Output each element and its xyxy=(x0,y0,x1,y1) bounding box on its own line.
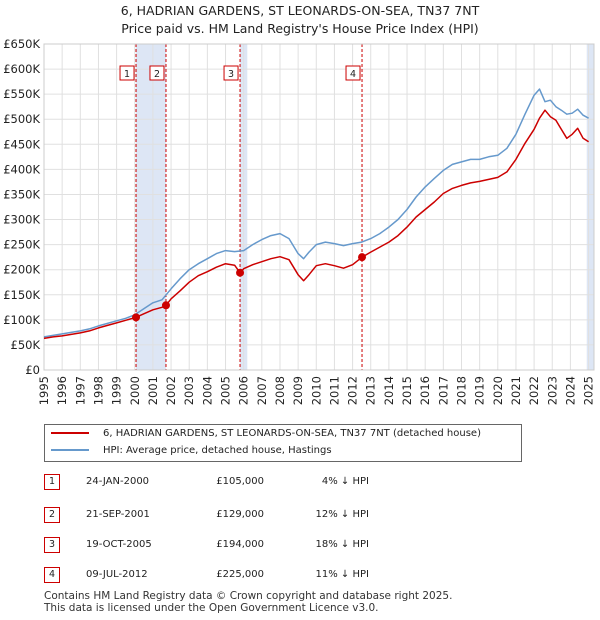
x-tick-label: 2004 xyxy=(200,376,214,405)
table-row-date: 21-SEP-2001 xyxy=(86,509,150,520)
transaction-label-box xyxy=(345,65,361,81)
x-tick-label: 1998 xyxy=(91,376,105,405)
legend-item-hpi: HPI: Average price, detached house, Hast… xyxy=(51,443,332,459)
x-tick-label: 2019 xyxy=(473,376,487,405)
chart-canvas: £0 £50K £100K £150K £200K £250K £300K £350K £400… xyxy=(3,37,596,405)
x-tick-label: 2008 xyxy=(273,376,287,405)
footer-line2: This data is licensed under the Open Gov… xyxy=(44,602,379,614)
series-line-property xyxy=(43,109,590,340)
x-tick-label: 2016 xyxy=(418,376,432,405)
table-row-hpi: 18% ↓ HPI xyxy=(315,539,369,550)
legend-swatch-hpi xyxy=(51,449,89,451)
table-row-date: 24-JAN-2000 xyxy=(86,476,150,487)
y-tick-label: £300K xyxy=(3,213,40,227)
x-tick-label: 1996 xyxy=(55,376,69,405)
y-tick-label: £200K xyxy=(3,263,40,277)
transaction-point xyxy=(132,313,141,322)
series-line-hpi xyxy=(43,88,589,338)
table-row-number: 3 xyxy=(44,537,60,553)
y-tick-label: £350K xyxy=(3,187,40,201)
y-tick-label: £400K xyxy=(3,162,40,176)
y-tick-label: £50K xyxy=(11,338,41,352)
shaded-band xyxy=(136,44,166,370)
transaction-point xyxy=(161,301,170,310)
x-tick-label: 2002 xyxy=(164,376,178,405)
table-row-price: £225,000 xyxy=(216,569,264,580)
x-tick-label: 2021 xyxy=(509,376,523,405)
x-tick-label: 2020 xyxy=(491,376,505,405)
chart-title: 6, HADRIAN GARDENS, ST LEONARDS-ON-SEA, … xyxy=(0,2,600,38)
y-tick-label: £450K xyxy=(3,137,40,151)
table-row-hpi: 4% ↓ HPI xyxy=(321,476,369,487)
table-row-number: 2 xyxy=(44,507,60,523)
x-tick-label: 2024 xyxy=(563,376,577,405)
x-tick-label: 2009 xyxy=(291,376,305,405)
x-tick-label: 2017 xyxy=(436,376,450,405)
table-row-price: £194,000 xyxy=(216,539,264,550)
x-tick-label: 2018 xyxy=(454,376,468,405)
table-row-date: 19-OCT-2005 xyxy=(86,539,152,550)
x-tick-label: 2013 xyxy=(364,376,378,405)
y-tick-label: £100K xyxy=(3,313,40,327)
y-tick-label: £600K xyxy=(3,62,40,76)
y-tick-label: £550K xyxy=(3,87,40,101)
transaction-label-box xyxy=(149,65,165,81)
legend-item-property: 6, HADRIAN GARDENS, ST LEONARDS-ON-SEA, … xyxy=(51,426,481,442)
x-tick-label: 2014 xyxy=(382,376,396,405)
table-row-number: 1 xyxy=(44,474,60,490)
legend-label-hpi: HPI: Average price, detached house, Hast… xyxy=(103,445,332,456)
x-tick-label: 2012 xyxy=(346,376,360,405)
table-row-number: 4 xyxy=(44,567,60,583)
x-tick-label: 1997 xyxy=(73,376,87,405)
x-tick-label: 2015 xyxy=(400,376,414,405)
x-tick-label: 2001 xyxy=(146,376,160,405)
plot-area xyxy=(44,44,594,370)
x-tick-label: 2010 xyxy=(309,376,323,405)
shaded-band xyxy=(586,44,594,370)
plot-frame xyxy=(43,43,595,371)
table-row-price: £129,000 xyxy=(216,509,264,520)
transaction-label-box xyxy=(223,65,239,81)
footer-line1: Contains HM Land Registry data © Crown c… xyxy=(44,590,453,602)
chart-title-line2: Price paid vs. HM Land Registry's House … xyxy=(121,21,479,36)
x-tick-label: 2003 xyxy=(182,376,196,405)
table-row-price: £105,000 xyxy=(216,476,264,487)
table-row-hpi: 11% ↓ HPI xyxy=(315,569,369,580)
x-tick-label: 1999 xyxy=(110,376,124,405)
transaction-point xyxy=(358,253,367,262)
legend-label-property: 6, HADRIAN GARDENS, ST LEONARDS-ON-SEA, … xyxy=(103,428,481,439)
y-tick-label: £500K xyxy=(3,112,40,126)
x-tick-label: 2023 xyxy=(545,376,559,405)
y-tick-label: £650K xyxy=(3,37,40,51)
x-tick-label: 2005 xyxy=(219,376,233,405)
transaction-label-box xyxy=(119,65,135,81)
transaction-label: 1 xyxy=(124,69,130,80)
x-tick-label: 2011 xyxy=(327,376,341,405)
x-tick-label: 2007 xyxy=(255,376,269,405)
transaction-label: 4 xyxy=(350,69,356,80)
table-row-date: 09-JUL-2012 xyxy=(86,569,148,580)
y-tick-label: £0 xyxy=(25,363,40,377)
y-tick-label: £250K xyxy=(3,238,40,252)
table-row-hpi: 12% ↓ HPI xyxy=(315,509,369,520)
x-tick-label: 2000 xyxy=(128,376,142,405)
x-tick-label: 2025 xyxy=(582,376,596,405)
legend-swatch-property xyxy=(51,432,89,434)
y-tick-label: £150K xyxy=(3,288,40,302)
legend: 6, HADRIAN GARDENS, ST LEONARDS-ON-SEA, … xyxy=(44,424,522,462)
x-tick-label: 2022 xyxy=(527,376,541,405)
transaction-label: 2 xyxy=(154,69,160,80)
chart-title-line1: 6, HADRIAN GARDENS, ST LEONARDS-ON-SEA, … xyxy=(120,3,480,18)
x-tick-label: 1995 xyxy=(37,376,51,405)
transaction-point xyxy=(236,268,245,277)
footer: Contains HM Land Registry data © Crown c… xyxy=(44,590,452,614)
transaction-label: 3 xyxy=(228,69,234,80)
x-tick-label: 2006 xyxy=(237,376,251,405)
